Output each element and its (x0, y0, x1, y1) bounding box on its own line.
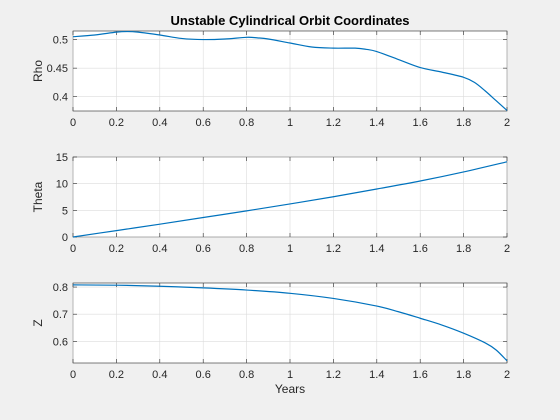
rho-xtick-label-1: 0.2 (109, 117, 124, 129)
rho-xtick-label-5: 1 (287, 117, 293, 129)
z-ylabel: Z (31, 319, 45, 326)
z-xtick-label-0: 0 (70, 369, 76, 381)
rho-xtick-label-0: 0 (70, 117, 76, 129)
theta-xtick-label-1: 0.2 (109, 243, 124, 255)
z-xtick-label-4: 0.8 (239, 369, 254, 381)
z-xtick-label-8: 1.6 (413, 369, 428, 381)
rho-xtick-label-9: 1.8 (456, 117, 471, 129)
theta-xtick-label-2: 0.4 (152, 243, 167, 255)
z-xtick-label-5: 1 (287, 369, 293, 381)
rho-xtick-label-7: 1.4 (369, 117, 384, 129)
z-ytick-label-2: 0.8 (53, 282, 68, 294)
theta-ytick-label-0: 0 (62, 232, 68, 244)
rho-ytick-label-1: 0.45 (47, 63, 68, 75)
rho-series-line-0 (72, 30, 508, 111)
rho-xtick-label-8: 1.6 (413, 117, 428, 129)
z-ytick-label-0: 0.6 (53, 336, 68, 348)
theta-xtick-label-7: 1.4 (369, 243, 384, 255)
z-xtick-label-9: 1.8 (456, 369, 471, 381)
subplot-rho: 0 0.2 0.4 0.6 0.8 1 1.2 1.4 1.6 1.8 2 0.4 0.45 0.5 Rho… (31, 13, 510, 129)
z-xtick-label-6: 1.2 (326, 369, 341, 381)
theta-xtick-label-10: 2 (504, 243, 510, 255)
theta-ylabel: Theta (31, 181, 45, 212)
theta-ytick-label-1: 5 (62, 205, 68, 217)
theta-xtick-label-6: 1.2 (326, 243, 341, 255)
theta-xtick-label-3: 0.6 (196, 243, 211, 255)
z-xtick-label-10: 2 (504, 369, 510, 381)
rho-ytick-label-0: 0.4 (53, 92, 68, 104)
subplot-theta: 0 0.2 0.4 0.6 0.8 1 1.2 1.4 1.6 1.8 2 0 5 10 15 Theta (31, 152, 510, 255)
theta-ytick-label-2: 10 (56, 179, 68, 191)
rho-xtick-label-10: 2 (504, 117, 510, 129)
z-ytick-label-1: 0.7 (53, 309, 68, 321)
rho-ytick-label-2: 0.5 (53, 35, 68, 47)
theta-xtick-label-0: 0 (70, 243, 76, 255)
theta-xtick-label-9: 1.8 (456, 243, 471, 255)
theta-series-line-0 (72, 161, 508, 238)
rho-ylabel: Rho (31, 60, 45, 82)
z-xtick-label-1: 0.2 (109, 369, 124, 381)
rho-xtick-label-2: 0.4 (152, 117, 167, 129)
rho-xtick-label-4: 0.8 (239, 117, 254, 129)
z-xtick-label-3: 0.6 (196, 369, 211, 381)
rho-title: Unstable Cylindrical Orbit Coordinates (170, 13, 409, 28)
theta-xtick-label-4: 0.8 (239, 243, 254, 255)
z-xtick-label-7: 1.4 (369, 369, 384, 381)
theta-ytick-label-3: 15 (56, 152, 68, 164)
z-xlabel: Years (275, 382, 305, 396)
theta-xtick-label-5: 1 (287, 243, 293, 255)
rho-xtick-label-3: 0.6 (196, 117, 211, 129)
z-xtick-label-2: 0.4 (152, 369, 167, 381)
rho-xtick-label-6: 1.2 (326, 117, 341, 129)
z-series-line-0 (72, 284, 508, 362)
theta-xtick-label-8: 1.6 (413, 243, 428, 255)
subplot-z: 0 0.2 0.4 0.6 0.8 1 1.2 1.4 1.6 1.8 2 0.6 0.7 0.8 Z Yea… (31, 282, 510, 396)
